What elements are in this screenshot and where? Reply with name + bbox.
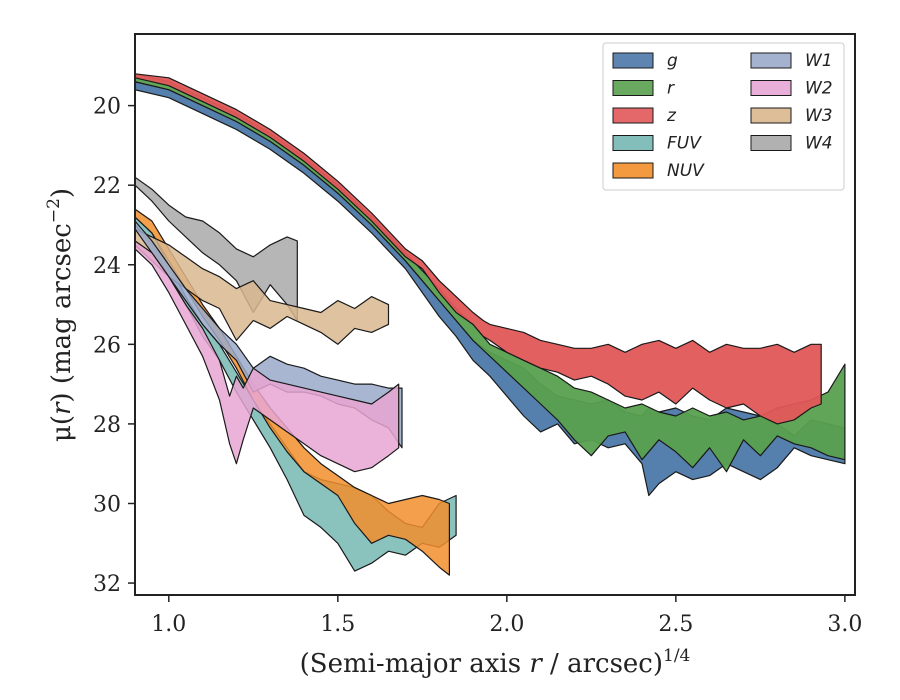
legend-label: NUV [667, 161, 705, 181]
legend-swatch [750, 135, 792, 151]
band-z [135, 73, 822, 425]
legend-label: r [667, 79, 675, 99]
y-axis-label: μ(r) (mag arcsec−2) [44, 188, 77, 442]
legend-label: FUV [667, 134, 702, 154]
y-axis-label-post: ) [47, 188, 77, 198]
legend-label: g [667, 51, 678, 71]
legend-item-w3: W3 [750, 106, 833, 126]
x-axis-label-var: r [529, 649, 543, 679]
legend-swatch [612, 162, 654, 179]
legend-item-z: z [612, 106, 677, 126]
legend-label: W3 [805, 106, 833, 126]
x-tick-label: 1.0 [151, 612, 186, 637]
y-axis-label-var: r [47, 401, 77, 415]
legend: grz FUV NUV W1 W2 W3 W4 [602, 42, 845, 191]
plot-area [135, 73, 846, 576]
legend-item-w2: W2 [750, 79, 833, 99]
legend-item-w1: W1 [750, 51, 833, 71]
band-w1 [135, 220, 403, 449]
y-tick-label: 32 [93, 572, 121, 597]
y-axis: 20 22 24 26 28 30 32 [93, 95, 135, 597]
legend-swatch [612, 52, 654, 69]
y-tick-label: 20 [93, 95, 121, 120]
legend-swatch [612, 107, 654, 124]
legend-label: W2 [805, 79, 833, 99]
x-axis-label-tail: / arcsec) [542, 649, 663, 679]
legend-swatch [612, 80, 654, 96]
legend-swatch [612, 135, 654, 151]
legend-item-r: r [612, 79, 675, 99]
series-bands [135, 73, 846, 576]
axes-frame [134, 33, 856, 596]
legend-label: W1 [805, 51, 833, 71]
legend-swatch [750, 80, 792, 96]
x-axis-label: (Semi-major axis r / arcsec)1/4 [300, 646, 691, 679]
legend-item-fuv: FUV [612, 134, 702, 154]
legend-box [602, 42, 845, 191]
y-tick-label: 28 [93, 413, 121, 438]
y-axis-label-mid: ) (mag arcsec [47, 223, 77, 402]
legend-item-w4: W4 [750, 134, 833, 154]
x-tick-label: 2.5 [658, 612, 693, 637]
y-tick-label: 30 [93, 492, 121, 517]
x-axis-label-text: (Semi-major axis [300, 649, 530, 679]
band-w3 [135, 228, 390, 345]
legend-swatch [750, 52, 792, 69]
legend-item-g: g [612, 51, 678, 71]
legend-swatch [750, 107, 792, 124]
x-tick-label: 2.0 [489, 612, 524, 637]
y-tick-label: 22 [93, 174, 121, 199]
legend-label: W4 [805, 134, 833, 154]
y-tick-label: 26 [93, 333, 121, 358]
band-w2 [135, 240, 400, 473]
legend-label: z [666, 106, 677, 126]
y-axis-label-sup: −2 [44, 198, 64, 223]
x-tick-label: 1.5 [320, 612, 355, 637]
x-axis-label-sup: 1/4 [663, 646, 690, 666]
legend-item-nuv: NUV [612, 161, 705, 181]
x-tick-label: 3.0 [827, 612, 862, 637]
y-axis-label-pre: μ( [47, 415, 77, 442]
x-axis: 1.0 1.5 2.0 2.5 3.0 [151, 595, 862, 637]
y-tick-label: 24 [93, 254, 121, 279]
